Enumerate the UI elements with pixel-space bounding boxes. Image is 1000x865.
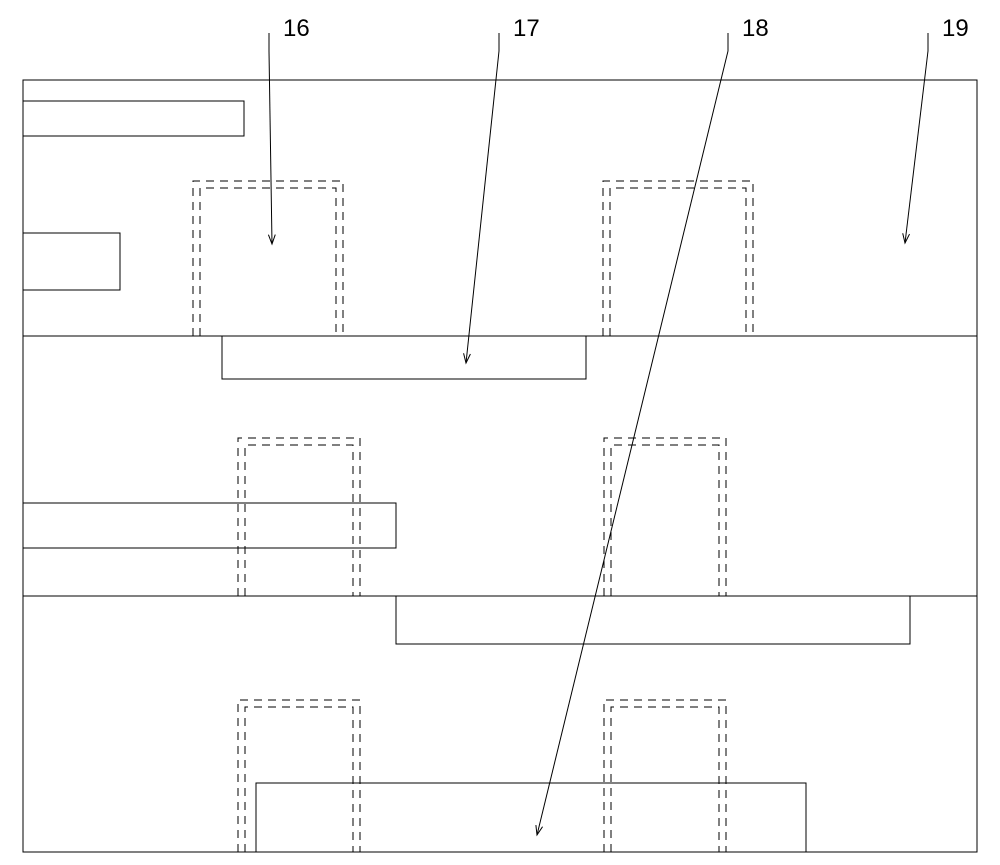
callout-label-19: 19	[942, 15, 969, 43]
callout-label-16: 16	[283, 15, 310, 43]
diagram-svg	[0, 0, 1000, 865]
callout-label-18: 18	[742, 15, 769, 43]
callout-label-17: 17	[513, 15, 540, 43]
